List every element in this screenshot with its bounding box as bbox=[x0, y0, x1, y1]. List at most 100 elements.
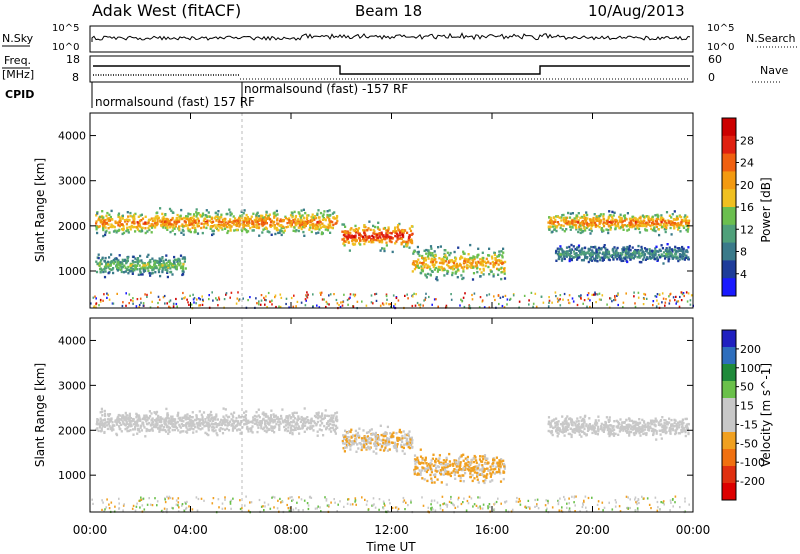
heatmap-cell bbox=[305, 299, 307, 302]
heatmap-cell bbox=[595, 248, 598, 251]
heatmap-cell bbox=[147, 218, 151, 222]
heatmap-cell bbox=[212, 419, 215, 422]
heatmap-cell bbox=[205, 421, 208, 424]
heatmap-cell bbox=[675, 302, 677, 305]
heatmap-cell bbox=[441, 257, 444, 260]
heatmap-cell bbox=[553, 220, 556, 223]
heatmap-cell bbox=[369, 228, 372, 231]
heatmap-cell bbox=[377, 221, 380, 224]
heatmap-cell bbox=[132, 433, 135, 436]
heatmap-cell bbox=[350, 443, 353, 447]
heatmap-cell bbox=[456, 471, 459, 474]
heatmap-cell bbox=[295, 411, 298, 415]
heatmap-cell bbox=[132, 297, 134, 300]
heatmap-cell bbox=[272, 421, 275, 424]
heatmap-cell bbox=[466, 455, 469, 459]
heatmap-cell bbox=[291, 212, 294, 215]
heatmap-cell bbox=[159, 259, 163, 262]
heatmap-cell bbox=[282, 219, 285, 222]
heatmap-cell bbox=[135, 305, 138, 308]
heatmap-cell bbox=[403, 245, 406, 248]
heatmap-cell bbox=[138, 415, 141, 418]
heatmap-cell bbox=[169, 226, 172, 229]
heatmap-cell bbox=[116, 221, 119, 225]
heatmap-cell bbox=[670, 216, 673, 219]
heatmap-cell bbox=[248, 421, 251, 424]
heatmap-cell bbox=[415, 460, 418, 463]
heatmap-cell bbox=[178, 425, 181, 428]
heatmap-cell bbox=[182, 424, 185, 427]
heatmap-cell bbox=[119, 428, 122, 431]
heatmap-cell bbox=[190, 427, 193, 430]
heatmap-cell bbox=[111, 425, 114, 428]
heatmap-cell bbox=[364, 225, 367, 229]
heatmap-cell bbox=[363, 229, 366, 232]
heatmap-cell bbox=[570, 255, 573, 258]
heatmap-cell bbox=[219, 427, 222, 430]
heatmap-cell bbox=[140, 301, 142, 304]
heatmap-cell bbox=[177, 257, 180, 261]
heatmap-cell bbox=[159, 428, 162, 432]
heatmap-cell bbox=[470, 458, 473, 462]
heatmap-cell bbox=[348, 249, 351, 252]
heatmap-cell bbox=[487, 469, 490, 472]
heatmap-cell bbox=[680, 256, 683, 259]
heatmap-cell bbox=[355, 438, 358, 441]
heatmap-cell bbox=[579, 253, 583, 256]
heatmap-cell bbox=[465, 258, 468, 261]
heatmap-cell bbox=[381, 241, 384, 244]
heatmap-cell bbox=[122, 271, 126, 274]
heatmap-cell bbox=[201, 422, 204, 425]
heatmap-cell bbox=[602, 430, 605, 433]
heatmap-cell bbox=[275, 305, 277, 309]
heatmap-cell bbox=[549, 216, 552, 220]
heatmap-cell bbox=[293, 210, 296, 214]
heatmap-cell bbox=[623, 224, 626, 227]
heatmap-cell bbox=[435, 298, 437, 301]
heatmap-cell bbox=[152, 420, 155, 424]
heatmap-cell bbox=[109, 264, 112, 267]
heatmap-cell bbox=[320, 414, 324, 417]
heatmap-cell bbox=[476, 475, 479, 478]
heatmap-cell bbox=[653, 226, 656, 229]
heatmap-cell bbox=[232, 420, 235, 423]
heatmap-cell bbox=[430, 459, 433, 462]
heatmap-cell bbox=[420, 271, 423, 275]
heatmap-cell bbox=[585, 221, 588, 225]
heatmap-cell bbox=[486, 462, 489, 465]
heatmap-cell bbox=[586, 217, 589, 220]
heatmap-cell bbox=[503, 277, 507, 280]
heatmap-cell bbox=[250, 222, 254, 226]
heatmap-cell bbox=[548, 301, 550, 304]
heatmap-cell bbox=[162, 426, 165, 429]
heatmap-cell bbox=[168, 220, 171, 223]
heatmap-cell bbox=[486, 294, 488, 297]
heatmap-cell bbox=[164, 302, 166, 305]
heatmap-cell bbox=[361, 439, 364, 442]
heatmap-cell bbox=[250, 429, 253, 432]
heatmap-cell bbox=[299, 226, 302, 229]
heatmap-cell bbox=[176, 420, 179, 424]
heatmap-cell bbox=[561, 214, 564, 217]
heatmap-cell bbox=[145, 429, 148, 433]
heatmap-cell bbox=[430, 479, 433, 482]
heatmap-cell bbox=[138, 417, 141, 420]
heatmap-cell bbox=[281, 230, 284, 233]
heatmap-cell bbox=[429, 268, 432, 271]
heatmap-cell bbox=[369, 437, 373, 440]
heatmap-cell bbox=[107, 413, 110, 416]
heatmap-cell bbox=[175, 220, 179, 224]
heatmap-cell bbox=[221, 228, 224, 231]
heatmap-cell bbox=[677, 228, 680, 231]
heatmap-cell bbox=[489, 262, 492, 265]
heatmap-cell bbox=[628, 221, 631, 225]
heatmap-cell bbox=[585, 252, 588, 255]
heatmap-cell bbox=[414, 260, 418, 263]
heatmap-cell bbox=[230, 291, 233, 294]
heatmap-cell bbox=[684, 217, 687, 220]
heatmap-cell bbox=[168, 300, 171, 303]
heatmap-cell bbox=[383, 249, 386, 253]
heatmap-cell bbox=[160, 262, 163, 266]
heatmap-cell bbox=[381, 247, 384, 250]
heatmap-cell bbox=[153, 259, 156, 262]
